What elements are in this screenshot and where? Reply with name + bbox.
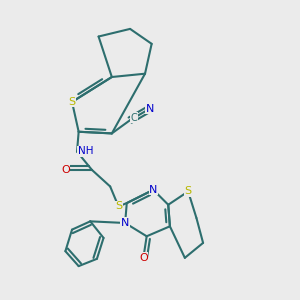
Text: S: S [115, 201, 122, 212]
Text: NH: NH [78, 146, 93, 156]
Text: S: S [184, 187, 192, 196]
Text: N: N [121, 218, 129, 228]
Text: O: O [139, 253, 148, 263]
Text: N: N [146, 103, 154, 113]
Text: N: N [149, 185, 158, 195]
Text: C: C [130, 113, 137, 123]
Text: O: O [61, 165, 70, 175]
Text: S: S [68, 97, 76, 107]
